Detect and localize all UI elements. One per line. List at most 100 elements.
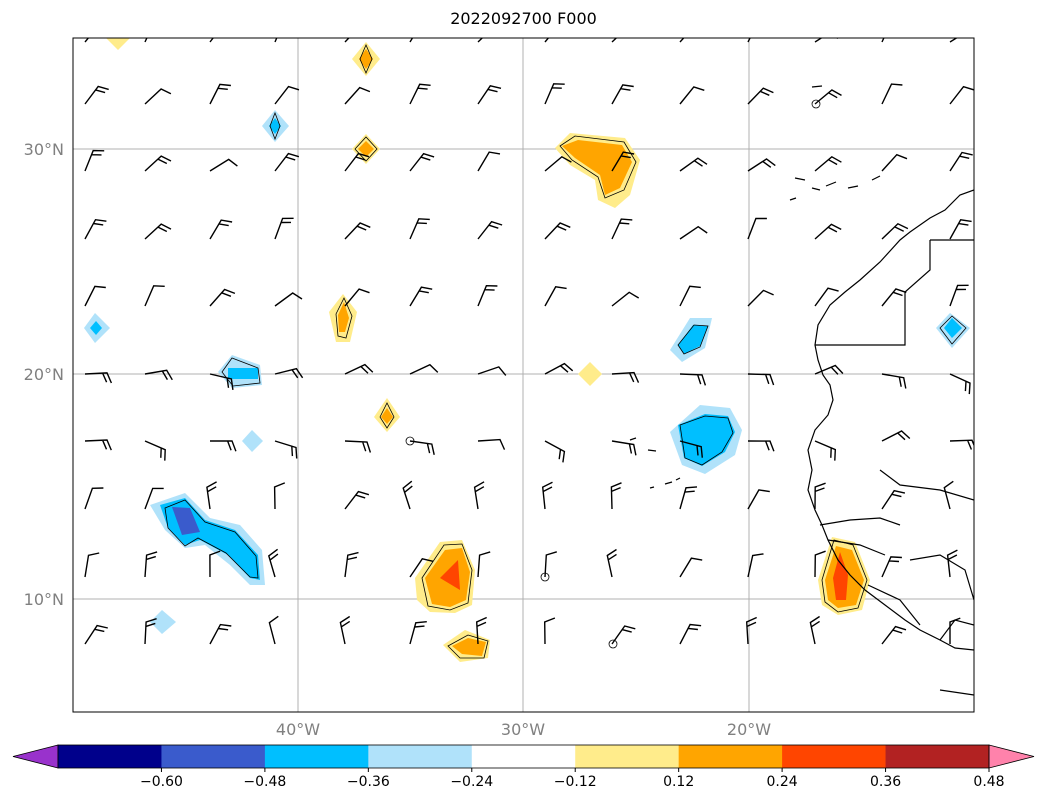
colorbar-segment bbox=[161, 745, 266, 768]
wind-barb bbox=[409, 286, 433, 307]
contour-warm-region bbox=[440, 560, 460, 590]
contour-warm-region bbox=[338, 302, 349, 332]
colorbar-tick-label: 0.48 bbox=[973, 774, 1004, 790]
wind-barb bbox=[949, 617, 961, 644]
colorbar-tick-label: 0.36 bbox=[870, 774, 901, 790]
country-border bbox=[909, 554, 974, 601]
wind-barb bbox=[881, 288, 907, 307]
wind-barb bbox=[344, 86, 371, 105]
wind-barb bbox=[84, 85, 109, 105]
country-border bbox=[867, 584, 921, 626]
colorbar: −0.60 −0.48 −0.36 −0.24 −0.12 0.12 0.24 0.36 0.4… bbox=[12, 744, 1035, 790]
wind-barb bbox=[611, 371, 640, 383]
wind-barb bbox=[344, 440, 372, 453]
wind-barb bbox=[611, 84, 634, 105]
wind-barb bbox=[273, 482, 286, 510]
wind-barb bbox=[814, 155, 842, 172]
wind-barb bbox=[814, 364, 844, 375]
wind-barb bbox=[544, 551, 558, 578]
wind-barb bbox=[814, 287, 839, 307]
wind-barb bbox=[477, 284, 498, 307]
wind-barb bbox=[84, 624, 108, 645]
wind-barb bbox=[477, 551, 491, 578]
wind-barb bbox=[679, 486, 698, 510]
wind-barb bbox=[477, 85, 502, 105]
colorbar-tick-label: −0.24 bbox=[450, 774, 493, 790]
wind-barb bbox=[949, 284, 969, 307]
lon-label-20w: 20°W bbox=[727, 720, 771, 739]
wind-barb bbox=[679, 86, 705, 105]
contour-fills bbox=[84, 38, 970, 662]
lat-label-20n: 20°N bbox=[24, 365, 64, 384]
contour-blue-region bbox=[150, 610, 176, 634]
lat-label-10n: 10°N bbox=[24, 590, 64, 609]
contour-warm-region bbox=[562, 140, 632, 195]
wind-barb bbox=[344, 288, 370, 307]
colorbar-segment bbox=[678, 745, 783, 768]
contour-lines bbox=[164, 43, 967, 659]
wind-barb bbox=[611, 291, 640, 307]
contour-blue-region bbox=[678, 325, 708, 354]
wind-barb bbox=[84, 487, 104, 510]
wind-barb bbox=[544, 222, 571, 240]
wind-barb bbox=[274, 440, 298, 459]
wind-barb bbox=[267, 548, 279, 578]
wind-barb bbox=[144, 369, 173, 381]
colorbar-segment bbox=[58, 745, 162, 768]
wind-barb bbox=[84, 149, 105, 172]
wind-barb bbox=[409, 363, 439, 375]
country-border bbox=[827, 539, 886, 556]
wind-barb bbox=[402, 480, 413, 510]
wind-barb bbox=[814, 89, 842, 105]
wind-barb bbox=[541, 481, 553, 510]
wind-barb bbox=[679, 373, 707, 386]
wind-barb bbox=[209, 288, 236, 307]
wind-barb bbox=[881, 430, 911, 442]
country-border bbox=[879, 469, 974, 501]
lon-label-40w: 40°W bbox=[276, 720, 320, 739]
wind-barb bbox=[344, 363, 374, 375]
wind-barb bbox=[206, 481, 217, 510]
wind-barb bbox=[881, 153, 908, 172]
contour-blue-region bbox=[944, 318, 962, 338]
wind-barb bbox=[881, 625, 907, 645]
map-title: 2022092700 F000 bbox=[450, 9, 597, 28]
wind-barb bbox=[606, 548, 617, 578]
wind-barb bbox=[84, 439, 112, 451]
wind-barb bbox=[209, 440, 237, 452]
lon-label-30w: 30°W bbox=[501, 720, 545, 739]
wind-barb bbox=[477, 366, 507, 376]
wind-barb bbox=[747, 373, 775, 386]
wind-barb bbox=[339, 615, 351, 645]
wind-barb bbox=[209, 83, 231, 105]
wind-barb bbox=[409, 558, 434, 578]
wind-barb bbox=[544, 286, 567, 307]
wind-barb bbox=[84, 218, 107, 240]
wind-barb bbox=[274, 217, 294, 240]
wind-barb bbox=[144, 487, 164, 510]
contour-warm-region bbox=[578, 362, 602, 386]
wind-barb bbox=[611, 151, 635, 172]
wind-barb bbox=[274, 152, 300, 172]
wind-barb bbox=[745, 616, 757, 645]
wind-barb bbox=[949, 373, 971, 395]
wind-barb bbox=[409, 621, 427, 645]
colorbar-segment bbox=[471, 745, 576, 768]
wind-barb bbox=[477, 220, 503, 240]
wind-barb bbox=[679, 557, 703, 578]
map-frame bbox=[72, 37, 975, 713]
wind-barb bbox=[344, 222, 371, 240]
wind-barb bbox=[144, 285, 165, 307]
wind-barb bbox=[949, 439, 974, 450]
wind-barb bbox=[144, 88, 172, 105]
wind-barb bbox=[814, 550, 826, 578]
cape-verde-islands bbox=[629, 437, 681, 489]
wind-barb bbox=[544, 83, 565, 105]
colorbar-tick-label: −0.48 bbox=[243, 774, 286, 790]
colorbar-extend-high bbox=[988, 744, 1035, 769]
lat-label-30n: 30°N bbox=[24, 140, 64, 159]
wind-barb bbox=[268, 615, 279, 645]
wind-barb bbox=[946, 549, 958, 578]
wind-barb bbox=[814, 223, 842, 240]
country-border bbox=[939, 689, 974, 696]
